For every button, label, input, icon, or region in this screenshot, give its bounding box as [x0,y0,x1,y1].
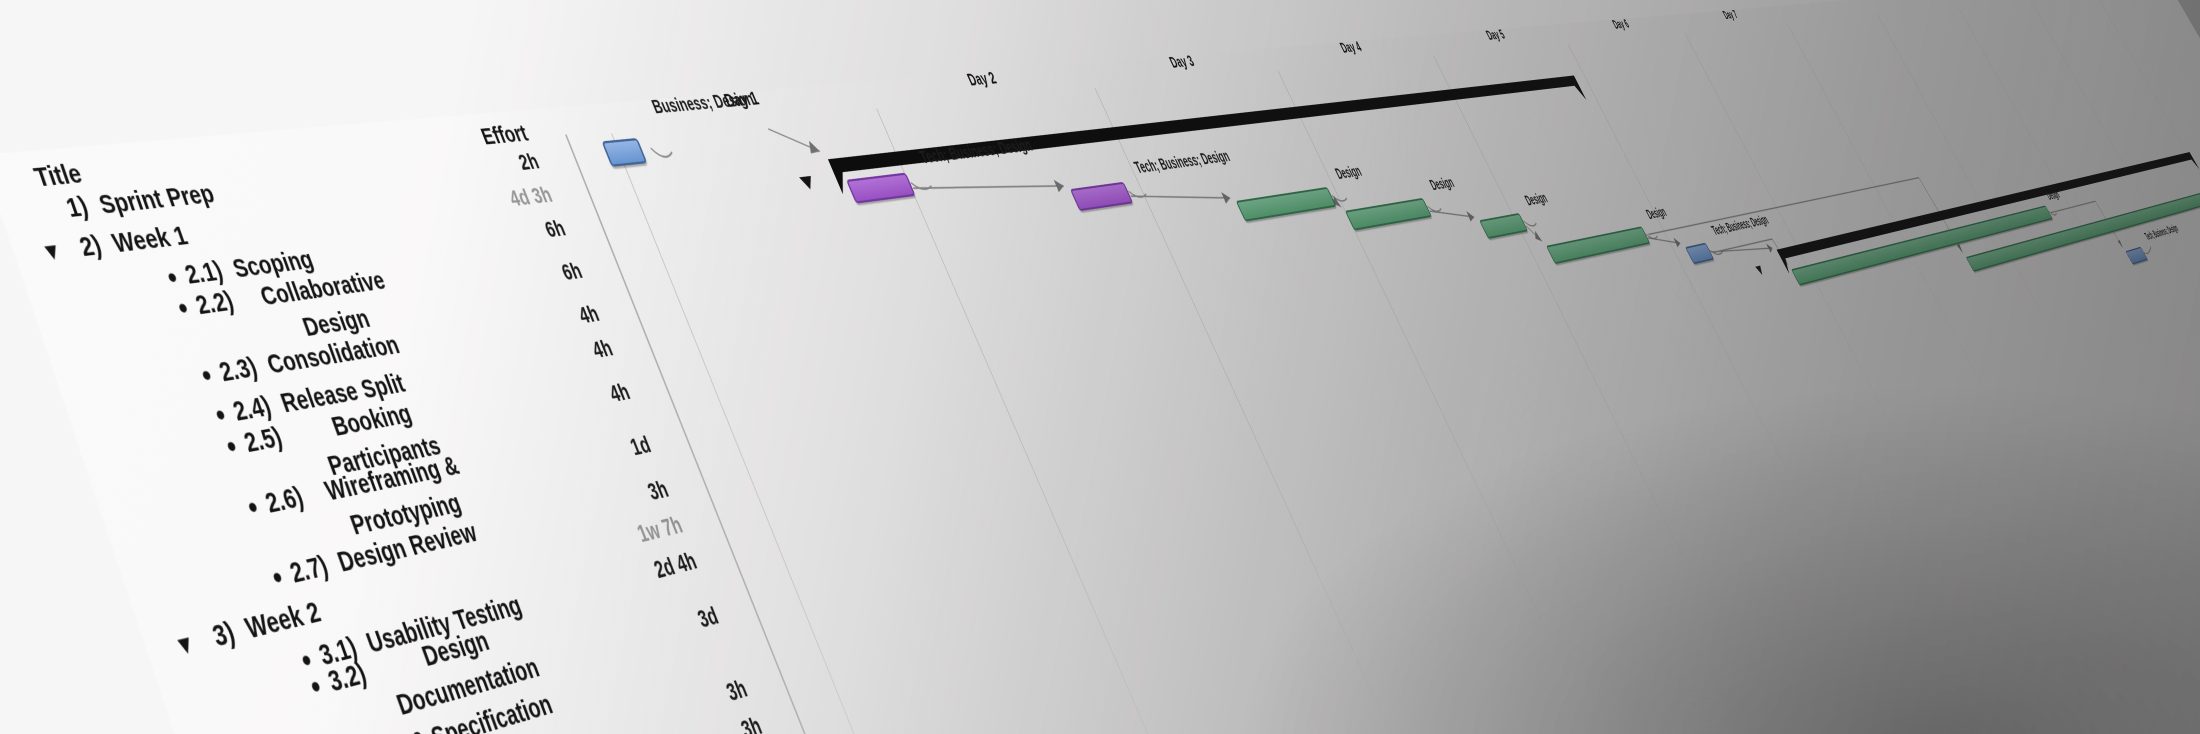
app-window: Title Effort Day 1 Day 2 Day 3 Day 4 Day… [0,0,2200,734]
gantt-document-plane: Title Effort Day 1 Day 2 Day 3 Day 4 Day… [0,0,2200,734]
